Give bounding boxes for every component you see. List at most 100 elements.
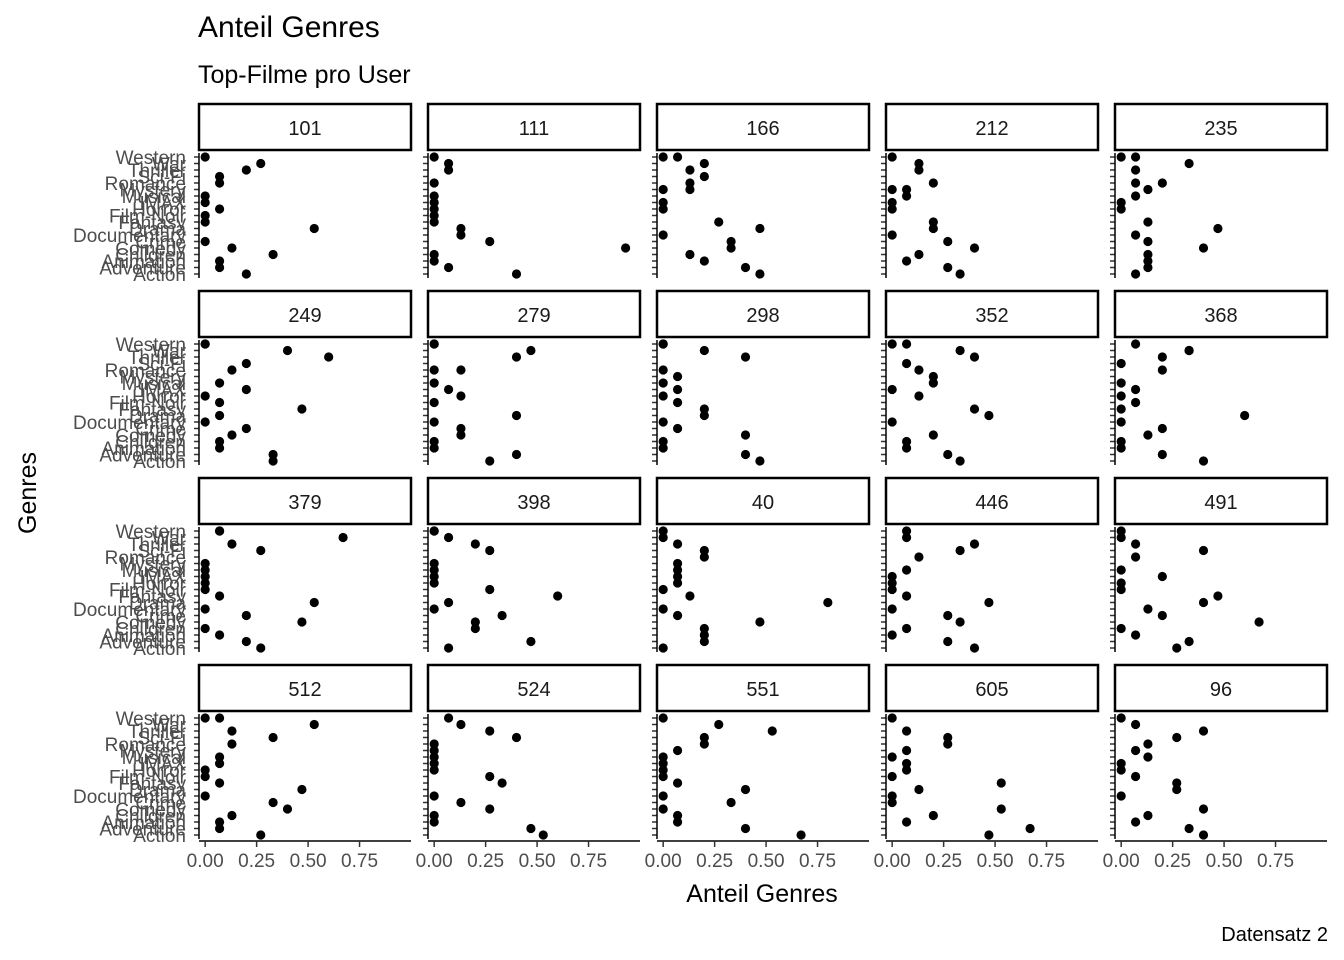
data-point [429, 443, 439, 453]
y-axis-ticks [1110, 156, 1115, 275]
data-point [658, 152, 668, 162]
y-tick-label: Film-Noir [109, 207, 187, 228]
data-point [901, 339, 912, 349]
data-point [1184, 158, 1194, 169]
data-point [658, 204, 668, 214]
data-point [1143, 184, 1153, 195]
facet-strip [884, 289, 1100, 339]
y-tick-label: IMAX [140, 381, 187, 402]
y-axis-ticks [652, 717, 657, 836]
data-point [256, 643, 266, 653]
data-point [309, 223, 319, 234]
data-point [901, 358, 912, 369]
facet-panel: 96 0.00 0.25 0.50 0.75 [1103, 663, 1329, 872]
data-point [672, 565, 683, 575]
y-tick-label: War [152, 529, 187, 550]
data-point [227, 739, 237, 749]
y-tick-label: Children [115, 433, 186, 454]
data-point [511, 269, 522, 279]
data-point [928, 178, 938, 188]
data-point [214, 758, 225, 769]
data-point [901, 191, 912, 201]
data-point [901, 726, 912, 736]
data-point [1157, 571, 1167, 582]
data-point [658, 604, 668, 614]
data-point [943, 732, 953, 743]
y-tick-label: Comedy [115, 800, 186, 821]
data-point [1130, 269, 1141, 279]
y-axis-ticks [881, 343, 886, 462]
data-point [200, 152, 210, 162]
data-point [214, 778, 225, 788]
data-point [1116, 713, 1126, 723]
y-axis-ticks [881, 156, 886, 275]
y-tick-label: Action [133, 826, 186, 847]
facet-panel: 166 [652, 102, 871, 279]
data-point [1254, 617, 1264, 627]
data-point [443, 713, 454, 723]
data-point [241, 269, 251, 279]
data-point [1116, 152, 1126, 162]
data-point [887, 184, 897, 195]
data-point [268, 249, 278, 260]
y-tick-label: Horror [132, 200, 187, 221]
data-point [672, 610, 683, 621]
data-point [200, 391, 210, 401]
data-point [901, 758, 912, 769]
facet-strip-label: 166 [746, 118, 779, 140]
data-point [214, 630, 225, 640]
data-point [1157, 352, 1167, 362]
data-point [1172, 643, 1182, 653]
data-point [268, 732, 278, 743]
data-point [227, 243, 237, 253]
data-point [429, 417, 439, 427]
data-point [1213, 591, 1223, 601]
y-tick-label: Action [133, 452, 186, 473]
x-tick-label: 0.00 [1103, 851, 1140, 872]
y-tick-label: Crime [135, 607, 186, 628]
data-point [955, 617, 965, 627]
data-point [740, 352, 751, 362]
data-point [309, 597, 319, 608]
data-point [200, 578, 210, 588]
y-tick-label: Horror [132, 387, 187, 408]
y-axis-ticks [652, 530, 657, 649]
data-point [1143, 236, 1153, 247]
y-tick-label: Crime [135, 233, 186, 254]
data-point [928, 371, 938, 382]
facet-strip-label: 352 [975, 305, 1008, 327]
facet-panels: 101ActionAdventureAnimationChildrenComed… [73, 102, 1329, 872]
y-tick-label: War [152, 155, 187, 176]
y-tick-label: Mystery [120, 181, 187, 202]
data-point [429, 204, 439, 214]
data-point [914, 391, 924, 401]
data-point [672, 539, 683, 549]
y-axis-ticks [1110, 717, 1115, 836]
data-point [726, 797, 736, 808]
data-point [429, 745, 439, 756]
y-tick-label: Drama [129, 407, 186, 428]
data-point [755, 456, 765, 466]
facet-strip [1113, 102, 1329, 152]
data-point [200, 217, 210, 227]
data-point [443, 158, 454, 169]
data-point [1143, 752, 1153, 762]
data-point [699, 732, 709, 743]
x-tick-label: 0.00 [416, 851, 453, 872]
data-point [901, 436, 912, 447]
data-point [914, 165, 924, 175]
data-point [1213, 223, 1223, 234]
data-point [429, 436, 439, 447]
facet-strip-label: 249 [288, 305, 321, 327]
y-tick-label: Fantasy [118, 213, 186, 234]
data-point [227, 430, 237, 440]
data-point [1184, 636, 1194, 647]
data-point [200, 791, 210, 801]
y-tick-label: IMAX [140, 194, 187, 215]
data-point [1172, 784, 1182, 795]
data-point [887, 604, 897, 614]
data-point [297, 784, 307, 795]
data-point [685, 591, 695, 601]
data-point [658, 771, 668, 782]
data-point [658, 184, 668, 195]
